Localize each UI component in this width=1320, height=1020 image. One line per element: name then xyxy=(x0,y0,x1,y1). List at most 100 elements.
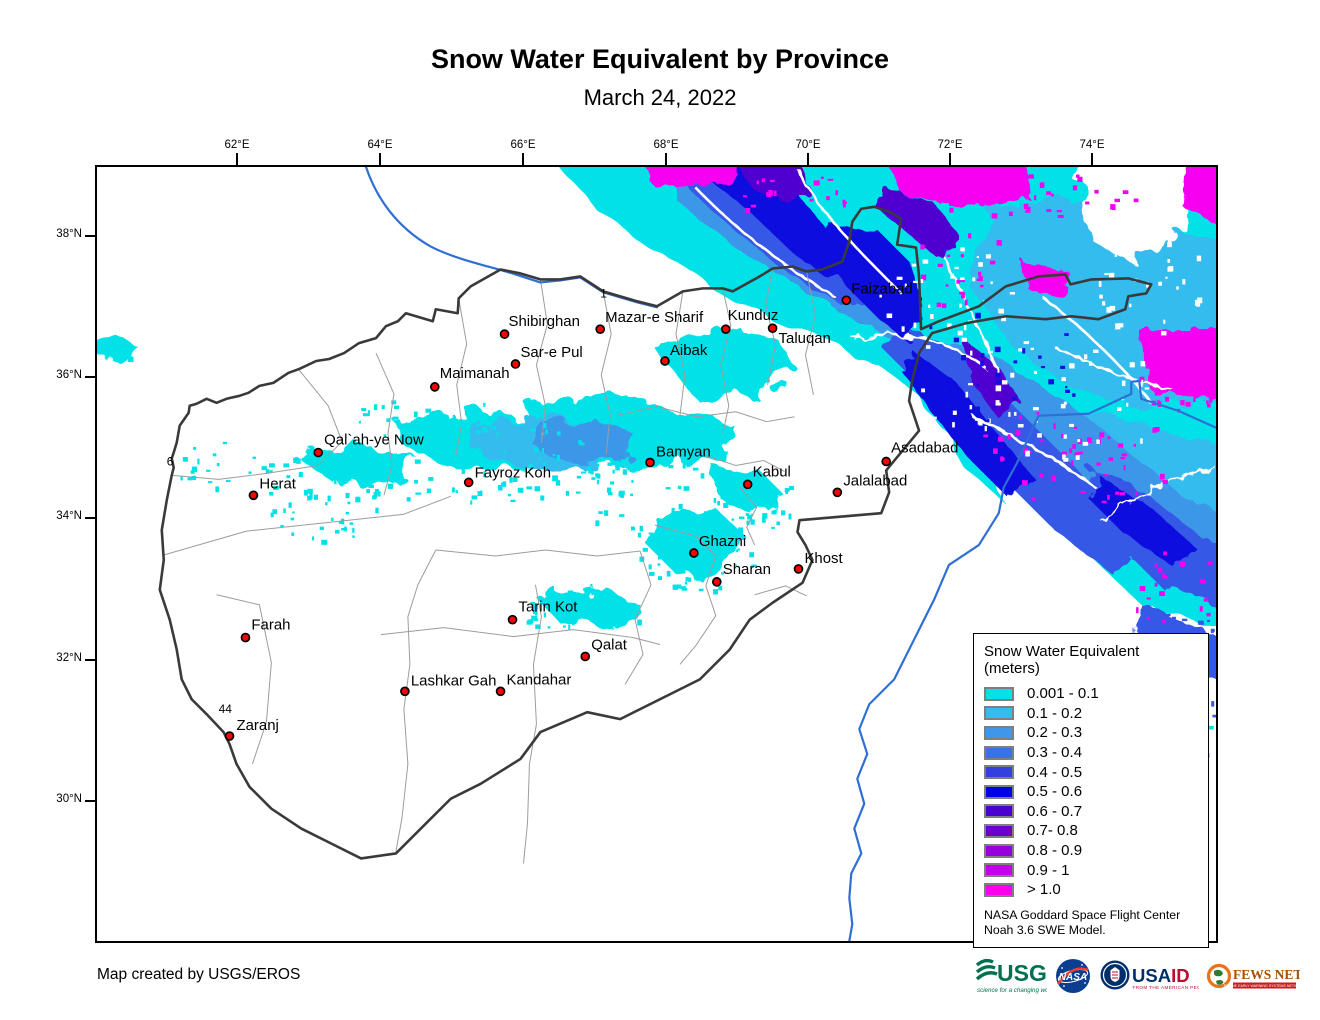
legend-note: NASA Goddard Space Flight Center Noah 3.… xyxy=(984,908,1198,939)
city-label: Zaranj xyxy=(237,717,279,734)
logos-row: USGS science for a changing world NASA U… xyxy=(975,954,1300,998)
legend-row: 0.9 - 1 xyxy=(984,860,1198,880)
legend-label: 0.4 - 0.5 xyxy=(1027,763,1083,781)
map-misc-label: 6 xyxy=(167,454,174,468)
usgs-logo: USGS science for a changing world xyxy=(975,958,1047,994)
lat-tick-label: 32°N xyxy=(56,652,82,664)
city-dot xyxy=(580,651,591,662)
city-dot xyxy=(463,477,474,488)
city-label: Tarin Kot xyxy=(518,599,578,616)
usaid-wordmark-usa: USA xyxy=(1132,965,1171,986)
lon-tick-label: 74°E xyxy=(1079,139,1105,151)
lat-tick-label: 30°N xyxy=(56,793,82,805)
city-label: Jalalabad xyxy=(843,472,907,489)
city-label: Shibirghan xyxy=(509,313,580,330)
city-dot xyxy=(832,487,843,498)
lat-tick-label: 34°N xyxy=(56,510,82,522)
city-label: Ghazni xyxy=(699,533,746,550)
snow-speckles xyxy=(102,172,1216,775)
legend-label: > 1.0 xyxy=(1027,881,1061,899)
lon-tick xyxy=(807,153,809,165)
lon-tick-label: 62°E xyxy=(224,139,250,151)
city-dot xyxy=(313,447,324,458)
city-label: Kunduz xyxy=(728,307,779,324)
legend-note-line1: NASA Goddard Space Flight Center xyxy=(984,907,1181,922)
snow-raster xyxy=(97,167,1216,775)
city-dot xyxy=(742,479,753,490)
city-label: Lashkar Gah xyxy=(411,672,497,689)
legend-swatch xyxy=(984,882,1014,897)
city-label: Herat xyxy=(259,475,296,492)
legend-swatch xyxy=(984,863,1014,878)
lon-tick xyxy=(522,153,524,165)
city-label: Khost xyxy=(804,550,843,567)
lon-tick-label: 68°E xyxy=(653,139,679,151)
city-dot xyxy=(507,614,518,625)
lon-tick xyxy=(1091,153,1093,165)
city-dot xyxy=(841,295,852,306)
city-dot xyxy=(400,686,410,697)
city-dot xyxy=(793,564,804,574)
usgs-wordmark: USGS xyxy=(997,960,1047,986)
legend-label: 0.9 - 1 xyxy=(1027,861,1070,879)
lon-tick xyxy=(665,153,667,165)
lat-tick-label: 38°N xyxy=(56,228,82,240)
city-dot xyxy=(689,548,699,558)
legend-row: 0.001 - 0.1 xyxy=(984,684,1198,704)
page-title: Snow Water Equivalent by Province xyxy=(430,44,890,74)
legend-row: 0.5 - 0.6 xyxy=(984,782,1198,802)
lat-tick xyxy=(85,235,95,237)
lon-tick-label: 70°E xyxy=(795,139,821,151)
city-dot xyxy=(645,457,655,468)
city-label: Kabul xyxy=(753,463,791,480)
legend-swatch xyxy=(984,706,1014,721)
country-border-afghanistan xyxy=(158,205,1153,860)
city-label: Taluqan xyxy=(779,330,831,347)
lon-tick-label: 64°E xyxy=(367,139,393,151)
legend-swatch xyxy=(984,784,1014,799)
city-label: Bamyan xyxy=(656,444,711,461)
legend: Snow Water Equivalent (meters) 0.001 - 0… xyxy=(973,633,1209,948)
river-east xyxy=(848,379,1216,941)
city-dot xyxy=(429,382,440,392)
page-subtitle: March 24, 2022 xyxy=(583,85,737,110)
legend-label: 0.7- 0.8 xyxy=(1027,822,1078,840)
city-dot xyxy=(660,356,670,366)
lon-tick-label: 72°E xyxy=(937,139,963,151)
legend-label: 0.6 - 0.7 xyxy=(1027,802,1083,820)
usaid-wordmark: USAID xyxy=(1132,965,1190,986)
lat-tick-label: 36°N xyxy=(56,369,82,381)
city-label: Qal`ah-ye Now xyxy=(324,432,424,449)
province-borders xyxy=(163,268,816,864)
legend-label: 0.3 - 0.4 xyxy=(1027,744,1083,762)
city-label: Fayroz Koh xyxy=(475,464,551,481)
lat-tick xyxy=(85,800,95,802)
city-dot xyxy=(720,324,731,334)
legend-swatch xyxy=(984,745,1014,760)
lat-tick xyxy=(85,659,95,661)
legend-row: 0.7- 0.8 xyxy=(984,821,1198,841)
usaid-logo: USAID FROM THE AMERICAN PEOPLE xyxy=(1100,960,1200,990)
city-dot xyxy=(499,329,510,339)
legend-row: 0.4 - 0.5 xyxy=(984,762,1198,782)
lat-tick xyxy=(85,376,95,378)
city-label: Qalat xyxy=(591,637,628,654)
fewsnet-logo: FEWS NET FAMINE EARLY WARNING SYSTEMS NE… xyxy=(1206,963,1300,989)
legend-row: 0.1 - 0.2 xyxy=(984,704,1198,724)
usaid-wordmark-id: ID xyxy=(1171,965,1190,986)
legend-label: 0.001 - 0.1 xyxy=(1027,685,1099,703)
legend-row: 0.8 - 0.9 xyxy=(984,841,1198,861)
nasa-logo: NASA xyxy=(1056,959,1090,993)
legend-row: 0.6 - 0.7 xyxy=(984,802,1198,822)
usaid-tagline: FROM THE AMERICAN PEOPLE xyxy=(1133,985,1200,990)
city-dot xyxy=(595,324,606,334)
map-misc-label: 1 xyxy=(600,286,607,300)
legend-row: 0.2 - 0.3 xyxy=(984,723,1198,743)
city-label: Farah xyxy=(251,617,290,634)
legend-label: 0.5 - 0.6 xyxy=(1027,783,1083,801)
city-label: Sar-e Pul xyxy=(520,344,582,361)
river-amu-darya xyxy=(364,167,659,309)
city-dot xyxy=(510,359,521,369)
